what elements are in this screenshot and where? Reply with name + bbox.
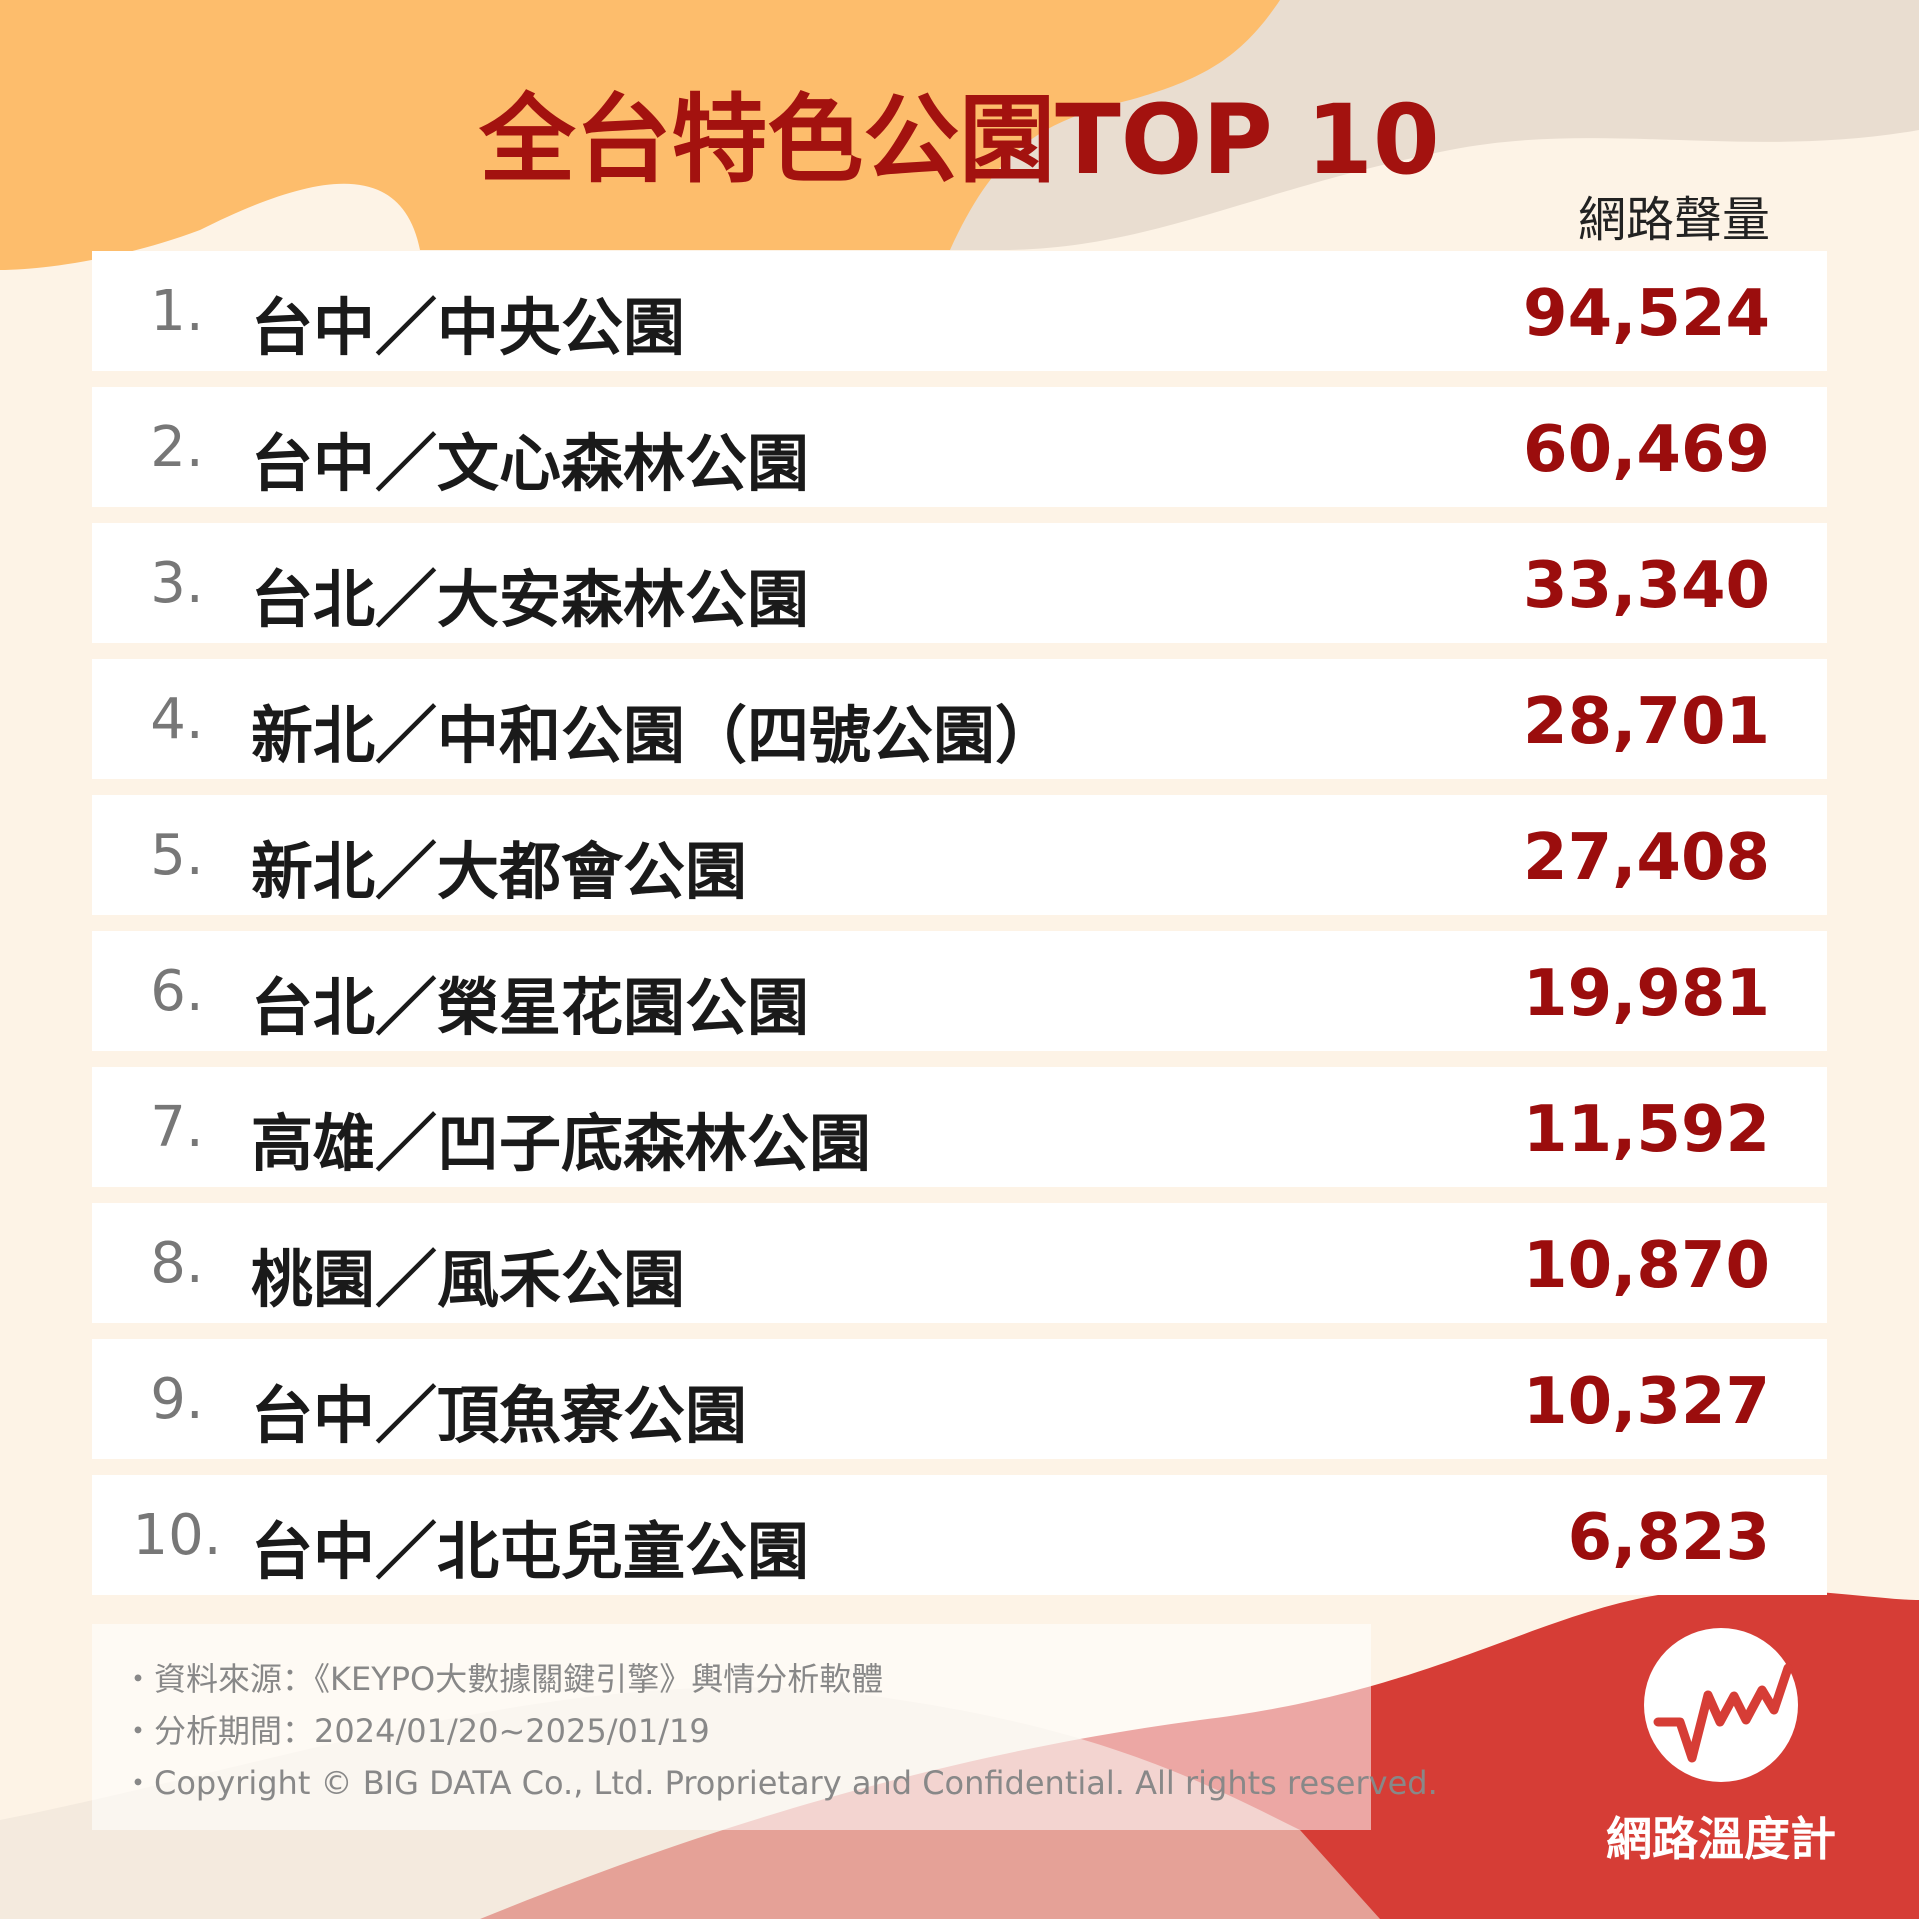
volume: 11,592 — [1523, 1093, 1770, 1167]
park-name: 新北／中和公園（四號公園） — [251, 699, 1058, 772]
volume: 10,327 — [1523, 1365, 1770, 1439]
volume: 19,981 — [1523, 957, 1770, 1031]
volume: 94,524 — [1523, 277, 1770, 351]
table-row: 10. 台中／北屯兒童公園 6,823 — [92, 1475, 1827, 1595]
park-name: 桃園／風禾公園 — [251, 1243, 686, 1316]
rank: 2. — [150, 415, 204, 480]
park-name: 台中／中央公園 — [251, 291, 686, 364]
volume: 33,340 — [1523, 549, 1770, 623]
title: 全台特色公園TOP 10 — [479, 84, 1440, 196]
table-row: 3. 台北／大安森林公園 33,340 — [92, 523, 1827, 643]
rank: 1. — [150, 279, 204, 344]
rank: 10. — [132, 1503, 222, 1568]
park-name: 高雄／凹子底森林公園 — [251, 1107, 872, 1180]
rank: 4. — [150, 687, 204, 752]
column-header: 網路聲量 — [1577, 192, 1770, 248]
table-row: 2. 台中／文心森林公園 60,469 — [92, 387, 1827, 507]
park-name: 新北／大都會公園 — [251, 835, 748, 908]
park-name: 台中／北屯兒童公園 — [251, 1515, 810, 1588]
table-row: 8. 桃園／風禾公園 10,870 — [92, 1203, 1827, 1323]
footer-line: ・Copyright © BIG DATA Co., Ltd. Propriet… — [122, 1764, 1438, 1802]
volume: 6,823 — [1567, 1501, 1770, 1575]
volume: 10,870 — [1523, 1229, 1770, 1303]
rank: 5. — [150, 823, 204, 888]
volume: 28,701 — [1523, 685, 1770, 759]
rank: 6. — [150, 959, 204, 1024]
table-row: 1. 台中／中央公園 94,524 — [92, 251, 1827, 371]
table-row: 9. 台中／頂魚寮公園 10,327 — [92, 1339, 1827, 1459]
park-name: 台北／榮星花園公園 — [251, 971, 810, 1044]
volume: 27,408 — [1523, 821, 1770, 895]
park-name: 台中／文心森林公園 — [251, 427, 810, 500]
rank: 8. — [150, 1231, 204, 1296]
rank: 3. — [150, 551, 204, 616]
table-row: 5. 新北／大都會公園 27,408 — [92, 795, 1827, 915]
rank: 9. — [150, 1367, 204, 1432]
table-row: 4. 新北／中和公園（四號公園） 28,701 — [92, 659, 1827, 779]
table-row: 7. 高雄／凹子底森林公園 11,592 — [92, 1067, 1827, 1187]
rank: 7. — [150, 1095, 204, 1160]
footer-line: ・分析期間：2024/01/20~2025/01/19 — [122, 1712, 710, 1750]
footer: ・資料來源：《KEYPO大數據關鍵引擎》輿情分析軟體 ・分析期間：2024/01/… — [92, 1624, 1438, 1830]
volume: 60,469 — [1523, 413, 1770, 487]
footer-line: ・資料來源：《KEYPO大數據關鍵引擎》輿情分析軟體 — [122, 1660, 884, 1698]
park-name: 台北／大安森林公園 — [251, 563, 810, 636]
table-row: 6. 台北／榮星花園公園 19,981 — [92, 931, 1827, 1051]
logo-text: 網路溫度計 — [1606, 1812, 1836, 1866]
park-name: 台中／頂魚寮公園 — [251, 1379, 748, 1452]
